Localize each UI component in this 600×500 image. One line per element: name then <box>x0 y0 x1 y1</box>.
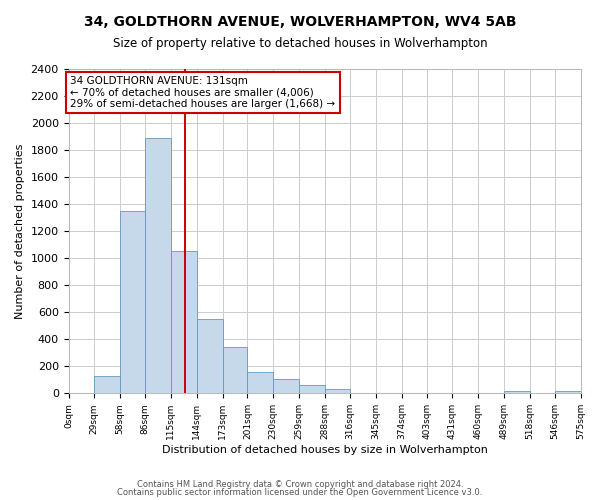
Bar <box>197 319 223 394</box>
Text: 34, GOLDTHORN AVENUE, WOLVERHAMPTON, WV4 5AB: 34, GOLDTHORN AVENUE, WOLVERHAMPTON, WV4… <box>84 15 516 29</box>
Bar <box>325 390 350 394</box>
Text: Contains public sector information licensed under the Open Government Licence v3: Contains public sector information licen… <box>118 488 482 497</box>
Bar <box>274 379 299 394</box>
Text: Contains HM Land Registry data © Crown copyright and database right 2024.: Contains HM Land Registry data © Crown c… <box>137 480 463 489</box>
Bar <box>247 372 274 394</box>
Bar <box>299 385 325 394</box>
Bar <box>504 390 530 394</box>
Bar <box>145 138 171 394</box>
Bar <box>223 348 247 394</box>
Text: 34 GOLDTHORN AVENUE: 131sqm
← 70% of detached houses are smaller (4,006)
29% of : 34 GOLDTHORN AVENUE: 131sqm ← 70% of det… <box>70 76 335 109</box>
Bar <box>94 376 120 394</box>
Text: Size of property relative to detached houses in Wolverhampton: Size of property relative to detached ho… <box>113 38 487 51</box>
Bar <box>554 390 581 394</box>
Bar <box>171 252 197 394</box>
X-axis label: Distribution of detached houses by size in Wolverhampton: Distribution of detached houses by size … <box>161 445 487 455</box>
Bar <box>120 211 145 394</box>
Y-axis label: Number of detached properties: Number of detached properties <box>15 144 25 319</box>
